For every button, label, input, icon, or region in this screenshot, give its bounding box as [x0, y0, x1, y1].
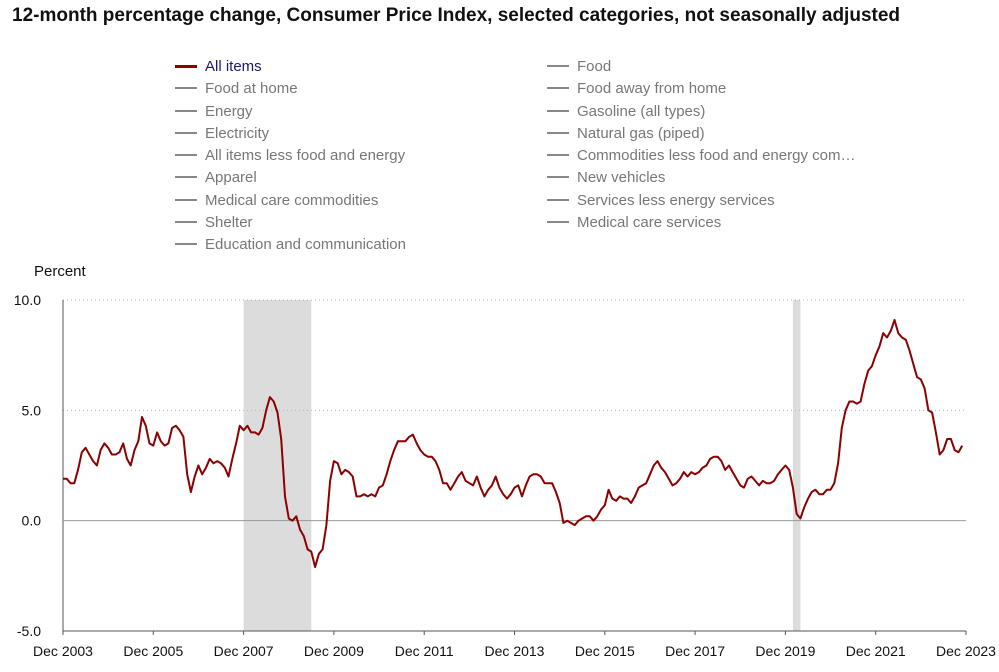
- legend-line-icon: [547, 65, 569, 67]
- series-line-all-items: [63, 318, 964, 568]
- legend-item-medical-care-commodities[interactable]: Medical care commodities: [175, 189, 378, 211]
- axes: [62, 300, 967, 635]
- legend-label: Services less energy services: [577, 191, 775, 209]
- legend-line-icon: [175, 110, 197, 112]
- legend-item-medical-care-services[interactable]: Medical care services: [547, 211, 721, 233]
- legend-item-education-communication[interactable]: Education and communication: [175, 233, 406, 255]
- gridlines: [63, 299, 966, 411]
- legend-item-services-less-energy[interactable]: Services less energy services: [547, 189, 775, 211]
- legend-label: Food: [577, 57, 612, 75]
- x-tick-label: Dec 2023: [936, 643, 996, 659]
- legend-item-new-vehicles[interactable]: New vehicles: [547, 166, 665, 188]
- legend-label: Energy: [205, 102, 253, 120]
- y-tick-label: 10.0: [14, 292, 41, 308]
- legend-line-icon: [547, 132, 569, 134]
- tick-labels: 10.0 5.0 0.0 -5.0 Dec 2003 Dec 2005 Dec 2007 De…: [14, 292, 996, 659]
- chart-title: 12-month percentage change, Consumer Pri…: [12, 5, 901, 26]
- legend-item-all-items[interactable]: All items: [175, 55, 262, 77]
- legend-item-electricity[interactable]: Electricity: [175, 122, 269, 144]
- legend-label: Food at home: [205, 79, 298, 97]
- legend-item-natural-gas[interactable]: Natural gas (piped): [547, 122, 705, 144]
- legend-label: Shelter: [205, 213, 253, 231]
- legend-item-commodities-less-food-energy[interactable]: Commodities less food and energy com…: [547, 144, 855, 166]
- x-tick-label: Dec 2021: [846, 643, 906, 659]
- x-tick-label: Dec 2003: [33, 643, 93, 659]
- legend-line-icon: [175, 87, 197, 89]
- legend-item-gasoline[interactable]: Gasoline (all types): [547, 100, 705, 122]
- legend-line-icon: [547, 154, 569, 156]
- x-tick-label: Dec 2013: [485, 643, 545, 659]
- legend-line-icon: [175, 154, 197, 156]
- legend-label: Medical care commodities: [205, 191, 379, 209]
- legend-item-shelter[interactable]: Shelter: [175, 211, 253, 233]
- legend-line-icon: [175, 176, 197, 178]
- legend-line-icon: [547, 221, 569, 223]
- legend-label: Natural gas (piped): [577, 124, 705, 142]
- legend-line-icon: [547, 176, 569, 178]
- legend-item-food[interactable]: Food: [547, 55, 611, 77]
- legend-label: Food away from home: [577, 79, 727, 97]
- legend-item-food-at-home[interactable]: Food at home: [175, 77, 298, 99]
- legend-item-energy[interactable]: Energy: [175, 100, 253, 122]
- legend-line-icon: [175, 199, 197, 201]
- legend-label: All items: [205, 57, 262, 75]
- legend-line-icon: [547, 110, 569, 112]
- x-tick-label: Dec 2009: [304, 643, 364, 659]
- x-tick-label: Dec 2005: [123, 643, 183, 659]
- legend-label: Gasoline (all types): [577, 102, 706, 120]
- series-layer: [63, 318, 964, 568]
- y-tick-label: 5.0: [22, 402, 42, 418]
- legend-label: All items less food and energy: [205, 146, 406, 164]
- legend-label: Commodities less food and energy com…: [577, 146, 856, 164]
- legend-line-icon: [175, 64, 197, 68]
- legend-label: Apparel: [205, 168, 257, 186]
- legend-line-icon: [547, 199, 569, 201]
- x-tick-label: Dec 2019: [755, 643, 815, 659]
- recession-band: [792, 300, 801, 631]
- x-tick-label: Dec 2011: [395, 643, 454, 659]
- legend-item-core[interactable]: All items less food and energy: [175, 144, 405, 166]
- legend-item-food-away-from-home[interactable]: Food away from home: [547, 77, 726, 99]
- legend-line-icon: [175, 243, 197, 245]
- recession-band: [243, 300, 312, 631]
- legend-line-icon: [175, 221, 197, 223]
- legend-label: Electricity: [205, 124, 270, 142]
- recession-bands: [243, 300, 801, 631]
- legend-label: New vehicles: [577, 168, 666, 186]
- legend-line-icon: [175, 132, 197, 134]
- legend-item-apparel[interactable]: Apparel: [175, 166, 257, 188]
- legend-label: Medical care services: [577, 213, 722, 231]
- legend-line-icon: [547, 87, 569, 89]
- y-tick-label: 0.0: [22, 513, 42, 529]
- x-tick-label: Dec 2017: [665, 643, 725, 659]
- x-tick-label: Dec 2007: [214, 643, 274, 659]
- legend-label: Education and communication: [205, 235, 406, 253]
- x-tick-label: Dec 2015: [575, 643, 635, 659]
- y-tick-label: -5.0: [17, 623, 41, 639]
- y-axis-label: Percent: [34, 263, 86, 280]
